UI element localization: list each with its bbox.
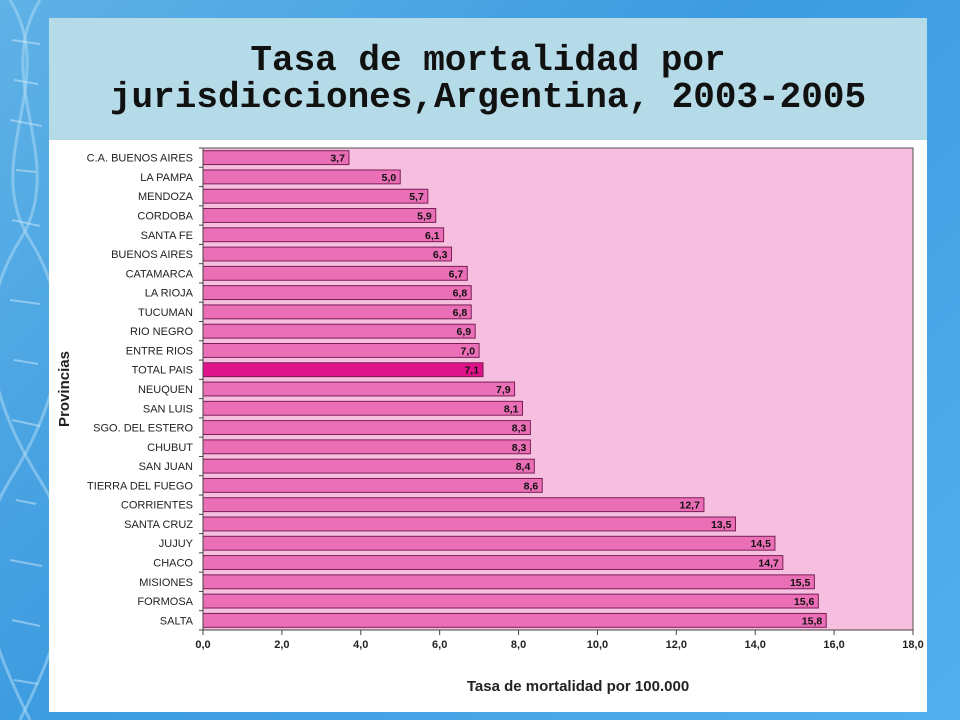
category-label: BUENOS AIRES bbox=[111, 249, 193, 261]
bar-value-label: 8,3 bbox=[512, 423, 527, 435]
bar-value-label: 7,1 bbox=[464, 365, 479, 377]
bar-san-luis bbox=[202, 400, 523, 416]
category-label: TIERRA DEL FUEGO bbox=[87, 480, 193, 492]
bar-la-rioja bbox=[202, 285, 472, 301]
bar-value-label: 6,9 bbox=[457, 326, 472, 338]
category-label: JUJUY bbox=[159, 538, 194, 550]
bar-santa-cruz bbox=[202, 516, 736, 532]
category-label: LA PAMPA bbox=[140, 172, 193, 184]
bar-value-label: 6,7 bbox=[449, 268, 464, 280]
bar-tierra-del-fuego bbox=[202, 477, 543, 493]
bar-formosa bbox=[202, 593, 819, 609]
category-label: FORMOSA bbox=[137, 596, 193, 608]
title-band: Tasa de mortalidad por jurisdicciones,Ar… bbox=[49, 18, 927, 140]
x-tick-label: 4,0 bbox=[353, 639, 368, 651]
bar-value-label: 14,5 bbox=[751, 538, 772, 550]
bar-value-label: 8,4 bbox=[516, 461, 531, 473]
bar-value-label: 7,9 bbox=[496, 384, 511, 396]
category-label: C.A. BUENOS AIRES bbox=[87, 153, 193, 165]
category-label: CHACO bbox=[153, 558, 193, 570]
bar-value-label: 15,6 bbox=[794, 596, 815, 608]
bar-chaco bbox=[202, 555, 784, 570]
x-tick-label: 8,0 bbox=[511, 639, 526, 651]
category-label: MENDOZA bbox=[138, 191, 194, 203]
bar-sgo-del-estero bbox=[202, 420, 531, 436]
bar-value-label: 13,5 bbox=[711, 519, 732, 531]
bar-value-label: 5,9 bbox=[417, 210, 432, 222]
x-tick-label: 10,0 bbox=[587, 639, 608, 651]
bar-corrientes bbox=[202, 497, 705, 513]
category-label: SANTA CRUZ bbox=[124, 519, 193, 531]
bar-value-label: 8,3 bbox=[512, 442, 527, 454]
category-label: CATAMARCA bbox=[126, 268, 194, 280]
category-label: SAN JUAN bbox=[139, 461, 193, 473]
x-tick-label: 6,0 bbox=[432, 639, 447, 651]
y-axis-title: Provincias bbox=[56, 351, 73, 427]
category-label: SAN LUIS bbox=[143, 403, 193, 415]
x-tick-label: 18,0 bbox=[902, 639, 923, 651]
category-label: SGO. DEL ESTERO bbox=[93, 423, 193, 435]
bar-value-label: 12,7 bbox=[680, 500, 701, 512]
bar-cordoba bbox=[202, 208, 437, 223]
category-label: SALTA bbox=[160, 615, 194, 627]
category-label: CHUBUT bbox=[147, 442, 193, 454]
x-tick-label: 16,0 bbox=[823, 639, 844, 651]
category-label: CORRIENTES bbox=[121, 500, 193, 512]
category-label: MISIONES bbox=[139, 577, 193, 589]
x-tick-label: 0,0 bbox=[195, 639, 210, 651]
category-label: NEUQUEN bbox=[138, 384, 193, 396]
mortality-bar-chart: 3,7 C.A. BUENOS AIRES 5,0 LA PAMPA 5,7 MENDOZ… bbox=[56, 147, 924, 695]
slide-title: Tasa de mortalidad por jurisdicciones,Ar… bbox=[109, 40, 867, 118]
bar-rio-negro bbox=[202, 323, 476, 339]
bar-value-label: 8,6 bbox=[524, 480, 539, 492]
bar-c-a-buenos-aires bbox=[202, 150, 350, 166]
x-tick-label: 2,0 bbox=[274, 639, 289, 651]
bar-value-label: 6,3 bbox=[433, 249, 448, 261]
bar-value-label: 5,7 bbox=[409, 191, 424, 203]
bar-la-pampa bbox=[202, 169, 401, 185]
category-label: RIO NEGRO bbox=[130, 326, 193, 338]
category-label: CORDOBA bbox=[137, 210, 193, 222]
category-label: SANTA FE bbox=[141, 230, 193, 242]
bar-value-label: 15,5 bbox=[790, 577, 811, 589]
bar-mendoza bbox=[202, 188, 429, 204]
bar-value-label: 6,8 bbox=[453, 307, 468, 319]
bar-total-pais bbox=[202, 362, 484, 378]
bar-value-label: 8,1 bbox=[504, 403, 519, 415]
bar-value-label: 15,8 bbox=[802, 615, 823, 627]
category-label: TOTAL PAIS bbox=[132, 365, 193, 377]
bar-value-label: 5,0 bbox=[382, 172, 397, 184]
x-axis-title: Tasa de mortalidad por 100.000 bbox=[467, 678, 689, 695]
bar-salta bbox=[202, 612, 827, 628]
bar-entre-rios bbox=[202, 342, 480, 358]
bar-tucuman bbox=[202, 304, 472, 320]
category-label: TUCUMAN bbox=[138, 307, 193, 319]
bar-value-label: 6,1 bbox=[425, 230, 440, 242]
bar-value-label: 7,0 bbox=[461, 345, 476, 357]
bar-value-label: 14,7 bbox=[758, 558, 779, 570]
x-tick-label: 12,0 bbox=[666, 639, 687, 651]
bar-misiones bbox=[202, 574, 815, 590]
bar-value-label: 6,8 bbox=[453, 288, 468, 300]
bar-san-juan bbox=[202, 458, 535, 474]
x-tick-label: 14,0 bbox=[745, 639, 766, 651]
bar-santa-fe bbox=[202, 227, 445, 243]
category-label: LA RIOJA bbox=[145, 288, 194, 300]
category-label: ENTRE RIOS bbox=[126, 345, 193, 357]
bar-value-label: 3,7 bbox=[330, 153, 345, 165]
bar-jujuy bbox=[202, 535, 776, 551]
bar-chubut bbox=[202, 439, 531, 455]
bar-buenos-aires bbox=[202, 246, 452, 262]
bar-catamarca bbox=[202, 265, 468, 281]
bar-neuquen bbox=[202, 381, 516, 397]
